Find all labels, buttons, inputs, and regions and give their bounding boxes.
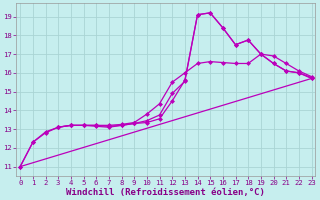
- X-axis label: Windchill (Refroidissement éolien,°C): Windchill (Refroidissement éolien,°C): [67, 188, 265, 197]
